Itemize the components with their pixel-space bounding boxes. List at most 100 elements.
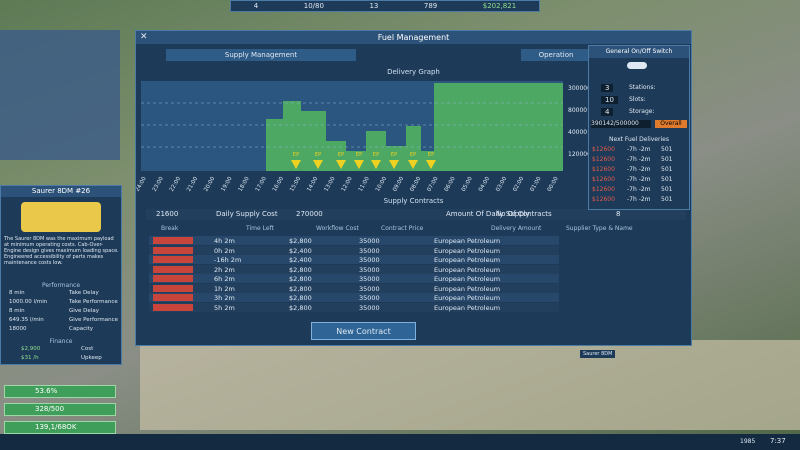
status-bar: 53.6% [4,385,116,398]
stat-label: Storage: [629,108,655,115]
y-label: 300000 [568,85,591,92]
stat-label: Slots: [629,96,646,103]
summary-label: Amount Of Daily Supply [446,210,530,218]
stat: 13 [369,2,379,10]
break-button[interactable] [153,265,193,273]
break-button[interactable] [153,256,193,263]
overall: Overall [655,120,687,128]
apron [140,340,800,430]
delivery-cell: $12600 [592,156,615,163]
finance-label: Cost [81,346,94,352]
perf-value: 18000 [9,326,27,332]
break-button[interactable] [153,246,193,254]
cell: $2,800 [289,265,312,274]
money: $202,821 [482,2,517,10]
marker-label: EP [373,152,379,158]
contract-row: European Petroleum 35000 $2,400 0h 2m [149,245,559,255]
perf-label: Take Performance [69,299,118,305]
section-title: Performance [41,282,81,289]
status-bar: 328/500 [4,403,116,416]
cell: European Petroleum [434,275,501,283]
cell: European Petroleum [434,284,501,293]
column-header: Supplier Type & Name [566,225,633,232]
hangar [0,30,120,160]
side-panel: General On/Off Switch Stations: 3 Slots: 10… [588,45,690,210]
status-text: 53.6% [35,387,58,395]
cell: European Petroleum [434,256,501,264]
perf-label: Capacity [69,326,94,332]
finance-value: $31 /h [21,355,39,361]
delivery-cell: 501 [661,156,673,163]
contract-row: European Petroleum 35000 $2,800 1h 2m [149,283,559,293]
perf-value: 8 min [9,308,25,314]
marker-label: EP [315,152,321,158]
supply-area [266,83,563,171]
break-button[interactable] [153,294,193,301]
break-button[interactable] [153,284,193,292]
vehicle-image [21,202,101,232]
stat-value: 4 [601,108,614,116]
cell: 4h 2m [214,237,235,245]
stat: 10/80 [303,2,324,10]
delivery-cell: $12600 [592,186,615,193]
switch-label: General On/Off Switch [589,46,689,58]
contract-row: European Petroleum 35000 $2,800 5h 2m [149,302,559,312]
stat-value: 3 [601,84,614,92]
perf-label: Give Performance [69,317,119,323]
marker-label: EP [428,152,434,158]
delivery-cell: -7h -2m [627,166,651,173]
cell: 35000 [359,294,380,302]
cell: 5h 2m [214,303,235,312]
stat: 4 [253,2,259,10]
cell: $2,800 [289,275,312,283]
toggle[interactable] [627,62,647,69]
summary-value: 8 [616,210,621,218]
break-button[interactable] [153,237,193,244]
perf-value: 649.35 l/min [9,317,44,323]
break-button[interactable] [153,275,193,282]
delivery-cell: 501 [661,166,673,173]
tab[interactable]: Supply Management [166,49,356,61]
cell: 3h 2m [214,294,235,302]
cell: $2,800 [289,237,312,245]
delivery-cell: -7h -2m [627,176,651,183]
delivery-marker [408,160,418,169]
summary-row: 8 No Of Contracts 270000 Amount Of Daily Su… [146,209,686,220]
new-contract-button[interactable]: New Contract [311,322,416,340]
summary-label: Daily Supply Cost [216,210,278,218]
window-title: Fuel Management [136,31,691,44]
cell: 6h 2m [214,275,235,283]
delivery-marker [426,160,436,169]
cell: 35000 [359,256,380,264]
column-header: Delivery Amount [491,225,542,232]
cell: European Petroleum [434,294,501,302]
delivery-cell: $12600 [592,196,615,203]
cell: 1h 2m [214,284,235,293]
break-button[interactable] [153,303,193,311]
summary-value: 21600 [156,210,179,218]
x-label: 24:00 [136,176,148,193]
storage: 390142/500000 [591,120,651,128]
summary-value: 270000 [296,210,323,218]
section-title: Supply Contracts [383,197,444,205]
marker-label: EP [356,152,362,158]
delivery-cell: -7h -2m [627,186,651,193]
perf-value: 1000.00 l/min [9,299,48,305]
column-header: Time Left [246,225,274,232]
close-button[interactable]: ✕ [140,32,148,42]
column-header: Break [161,225,179,232]
delivery-marker [336,160,346,169]
tab[interactable]: Operation [521,49,591,61]
map-label: Saurer 8DM [580,350,616,358]
delivery-cell: 501 [661,186,673,193]
finance-value: $2,900 [21,346,41,352]
contract-row: European Petroleum 35000 $2,800 6h 2m [149,274,559,283]
contract-row: European Petroleum 35000 $2,800 3h 2m [149,293,559,302]
delivery-marker [354,160,364,169]
stat-label: Stations: [629,84,656,91]
cell: European Petroleum [434,246,501,255]
delivery-marker [389,160,399,169]
finance-label: Upkeep [81,355,102,361]
top-bar: 4 10/80 13 789 $202,821 [230,0,540,12]
cell: $2,800 [289,303,312,312]
